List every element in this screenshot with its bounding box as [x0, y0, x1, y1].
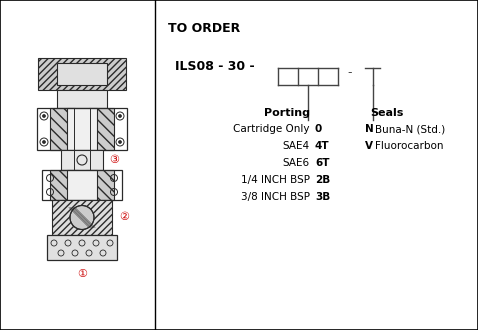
Bar — [38, 58, 126, 90]
Text: 1/4 INCH BSP: 1/4 INCH BSP — [241, 175, 310, 185]
Bar — [37, 108, 127, 150]
Bar — [57, 90, 107, 108]
Text: ①: ① — [77, 269, 87, 279]
Bar — [42, 170, 122, 200]
Bar — [89, 108, 115, 150]
Bar — [61, 150, 103, 170]
Bar — [67, 108, 97, 150]
Text: Buna-N (Std.): Buna-N (Std.) — [375, 124, 445, 134]
Text: ③: ③ — [109, 155, 119, 165]
Text: Fluorocarbon: Fluorocarbon — [375, 141, 444, 151]
Text: Porting: Porting — [264, 108, 310, 118]
Text: V: V — [365, 141, 373, 151]
Bar — [47, 235, 117, 260]
Text: -: - — [348, 66, 352, 79]
Circle shape — [119, 115, 121, 117]
Text: TO ORDER: TO ORDER — [168, 22, 240, 35]
Circle shape — [43, 115, 45, 117]
Text: Seals: Seals — [370, 108, 403, 118]
Text: 4T: 4T — [315, 141, 330, 151]
Text: 3/8 INCH BSP: 3/8 INCH BSP — [241, 192, 310, 202]
Circle shape — [43, 141, 45, 144]
Circle shape — [119, 141, 121, 144]
Bar — [57, 63, 107, 85]
Text: Cartridge Only: Cartridge Only — [233, 124, 310, 134]
Text: SAE6: SAE6 — [283, 158, 310, 168]
Text: 0: 0 — [315, 124, 322, 134]
Text: 3B: 3B — [315, 192, 330, 202]
Text: SAE4: SAE4 — [283, 141, 310, 151]
Text: N: N — [365, 124, 374, 134]
Text: 2B: 2B — [315, 175, 330, 185]
Circle shape — [70, 206, 94, 229]
Text: ILS08 - 30 -: ILS08 - 30 - — [175, 60, 255, 73]
Text: 6T: 6T — [315, 158, 329, 168]
Bar — [86, 170, 114, 200]
Bar — [52, 200, 112, 235]
Bar — [50, 108, 75, 150]
Bar — [67, 170, 97, 200]
Bar — [50, 170, 78, 200]
Text: ②: ② — [119, 213, 129, 222]
